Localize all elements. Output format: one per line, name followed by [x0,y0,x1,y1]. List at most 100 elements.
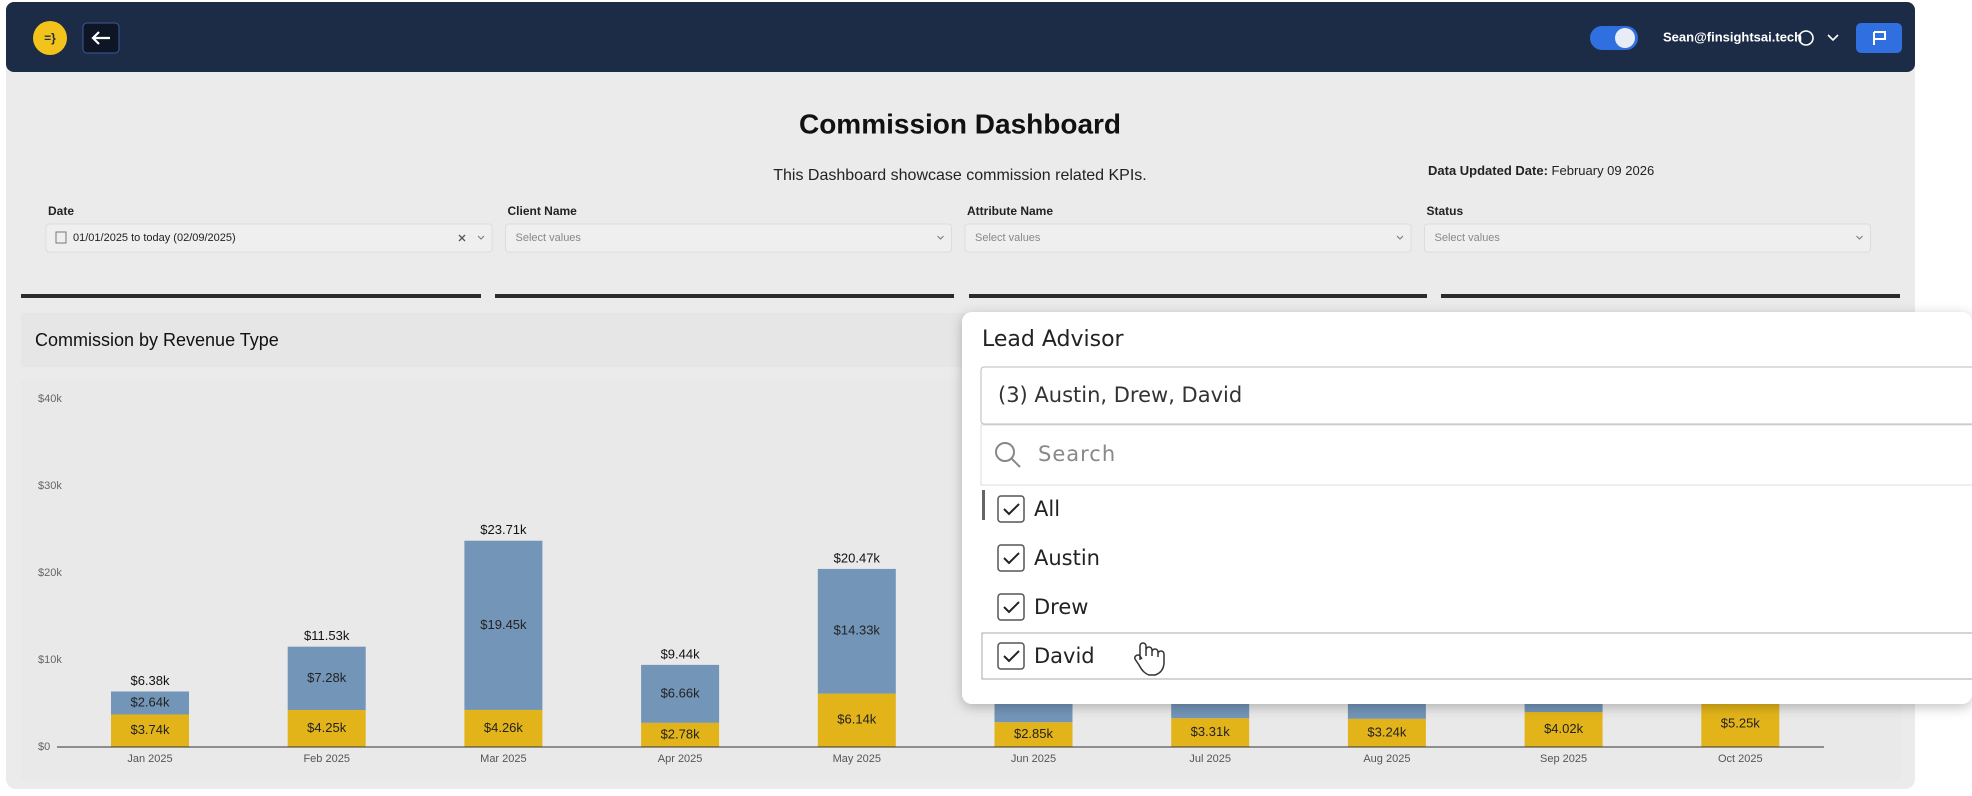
back-arrow [91,31,110,45]
bar-segment [817,693,896,747]
search-icon [995,442,1015,462]
updated-value: February 09 2026 [1552,163,1655,178]
value-label: $5.25k [1721,716,1761,731]
x-tick-label: Jul 2025 [1189,753,1231,765]
filter-caret [1396,235,1404,240]
logo[interactable] [33,21,67,55]
chart-title: Commission by Revenue Type [35,330,279,350]
value-label: $3.24k [1367,724,1407,739]
search-icon-handle [1011,458,1021,468]
y-tick-label: $0 [38,741,50,753]
bar-segment [1701,701,1780,747]
y-tick-label: $20k [38,567,62,579]
filter-input[interactable] [45,223,493,253]
value-label: $2.64k [130,694,170,709]
total-label: $23.71k [480,522,527,537]
filter-input[interactable] [505,223,952,253]
bar-segment [1347,718,1426,747]
filter-placeholder: Select values [975,232,1041,244]
x-tick-label: May 2025 [833,753,881,765]
x-tick-label: Jan 2025 [127,753,172,765]
divider [495,294,954,298]
filter-label: Client Name [508,204,578,218]
value-label: $14.33k [834,623,881,638]
total-label: $20.47k [834,550,881,565]
bar-segment [111,714,189,747]
filter-label: Date [48,204,74,218]
checkmark [1003,650,1020,663]
bar-segment [287,646,366,711]
value-label: $2.85k [1014,726,1054,741]
bar-segment [287,710,366,747]
checkbox[interactable] [997,593,1025,621]
value-label: $3.74k [130,722,170,737]
y-tick-label: $10k [38,654,62,666]
y-tick-label: $30k [38,480,62,492]
updated-date: Data Updated Date: February 09 2026 [1428,163,1654,178]
filter-value: 01/01/2025 to today (02/09/2025) [73,232,236,244]
user-icon[interactable] [1798,30,1814,46]
checkbox[interactable] [997,642,1025,670]
value-label: $2.78k [661,726,701,741]
filter-input[interactable] [1424,223,1871,253]
filter-input[interactable] [964,223,1412,253]
divider [1441,294,1900,298]
checkmark [1003,601,1020,614]
option-label[interactable]: Drew [1034,595,1088,619]
y-tick-label: $40k [38,393,62,405]
filter-caret [937,235,944,240]
x-tick-label: Oct 2025 [1718,753,1763,765]
user-menu-caret[interactable] [1827,34,1839,42]
bar-segment [464,540,543,710]
bar-segment [641,722,720,747]
x-tick-label: Aug 2025 [1363,753,1410,765]
x-tick-label: Jun 2025 [1011,753,1056,765]
search-placeholder: Search [1038,442,1116,466]
bar-segment [1524,712,1603,747]
search-box[interactable] [980,424,1972,486]
option-label[interactable]: All [1034,497,1060,521]
value-label: $4.26k [484,720,524,735]
checkbox[interactable] [997,495,1025,523]
bar-segment [1171,718,1250,747]
updated-label: Data Updated Date: [1428,163,1548,178]
total-label: $9.44k [661,646,701,661]
top-bar [6,2,1915,72]
calendar-icon [55,231,67,244]
clear-icon[interactable] [458,234,466,242]
value-label: $7.28k [307,670,347,685]
filter-caret [477,235,485,240]
divider [21,294,481,298]
filter-placeholder: Select values [1435,232,1501,244]
total-label: $6.38k [130,673,170,688]
x-tick-label: Sep 2025 [1540,753,1587,765]
filter-label: Attribute Name [967,204,1053,218]
hand-cursor [1134,642,1165,676]
selection-box[interactable] [980,366,1972,425]
list-caret [982,490,985,520]
flag-icon [1873,31,1886,45]
filter-label: Status [1427,204,1464,218]
x-tick-label: Apr 2025 [658,753,703,765]
option-label[interactable]: David [1034,644,1095,668]
x-tick-label: Feb 2025 [303,753,349,765]
page-title: Commission Dashboard [799,108,1121,139]
value-label: $6.14k [837,712,877,727]
bar-segment [994,722,1073,747]
total-label: $11.53k [304,628,350,643]
checkbox[interactable] [997,544,1025,572]
option-label[interactable]: Austin [1034,546,1100,570]
page-subtitle: This Dashboard showcase commission relat… [773,167,1147,184]
value-label: $3.31k [1191,724,1231,739]
selection-text: (3) Austin, Drew, David [998,383,1242,407]
toggle-knob [1615,28,1635,48]
hovered-option [981,632,1972,680]
filter-placeholder: Select values [516,232,582,244]
bar-segment [464,709,543,747]
value-label: $19.45k [480,617,527,632]
value-label: $4.02k [1544,721,1584,736]
checkmark [1003,552,1020,565]
lead-advisor-dropdown: Lead Advisor (3) Austin, Drew, David Sea… [962,312,1972,704]
x-tick-label: Mar 2025 [480,753,526,765]
